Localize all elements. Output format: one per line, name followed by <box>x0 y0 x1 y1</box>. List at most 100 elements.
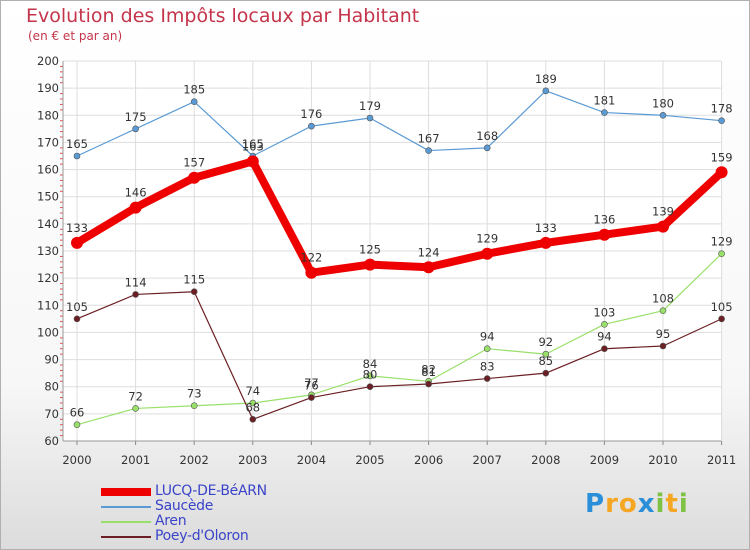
data-label: 103 <box>593 305 615 319</box>
x-tick-label: 2000 <box>62 453 91 467</box>
data-label: 176 <box>300 107 322 121</box>
data-label: 181 <box>593 94 615 108</box>
data-label: 122 <box>300 251 322 265</box>
data-point <box>601 320 608 328</box>
data-point <box>132 291 139 298</box>
data-point <box>364 258 376 271</box>
data-label: 167 <box>418 132 440 146</box>
data-point <box>718 250 725 258</box>
data-point <box>132 405 139 412</box>
series-line-1 <box>76 90 723 157</box>
logo-letter: P <box>585 489 606 519</box>
data-label: 108 <box>652 292 674 306</box>
data-label: 124 <box>418 245 440 259</box>
legend-label: LUCQ-DE-BéARN <box>155 483 267 499</box>
data-point <box>425 147 432 154</box>
data-point <box>366 372 374 380</box>
data-point <box>542 87 550 95</box>
data-label: 129 <box>476 232 498 246</box>
y-tick-label: 130 <box>37 244 59 258</box>
y-tick-label: 140 <box>37 217 59 231</box>
data-label: 68 <box>245 400 260 414</box>
data-point <box>481 247 494 260</box>
data-label: 189 <box>535 72 557 86</box>
y-tick-label: 80 <box>44 380 59 394</box>
legend-label: Aren <box>155 513 187 529</box>
x-tick-label: 2010 <box>648 453 677 467</box>
data-point <box>73 152 81 160</box>
data-point <box>249 415 257 423</box>
data-point <box>246 155 259 168</box>
data-label: 80 <box>363 368 378 382</box>
data-label: 84 <box>363 357 378 371</box>
data-label: 165 <box>66 137 88 151</box>
x-tick-label: 2008 <box>531 453 560 467</box>
logo-letter: i <box>678 489 689 519</box>
legend-label: Saucède <box>155 498 214 514</box>
y-tick-label: 180 <box>37 108 59 122</box>
proxiti-logo: Proxiti <box>585 489 689 519</box>
legend-label: Poey-d'Oloron <box>155 528 249 544</box>
y-tick-label: 110 <box>37 298 59 312</box>
data-label: 178 <box>711 102 733 116</box>
y-tick-label: 150 <box>37 190 59 204</box>
data-label: 85 <box>538 354 553 368</box>
data-label: 185 <box>183 83 205 97</box>
data-label: 165 <box>242 137 264 151</box>
data-point <box>539 236 552 249</box>
data-point <box>308 394 315 401</box>
y-tick-label: 200 <box>37 54 59 68</box>
legend-swatch <box>101 536 151 538</box>
x-tick-label: 2007 <box>473 453 502 467</box>
logo-letter: i <box>655 489 666 519</box>
data-label: 163 <box>242 139 264 153</box>
data-label: 92 <box>538 335 553 349</box>
data-label: 179 <box>359 99 381 113</box>
data-label: 95 <box>656 327 671 341</box>
data-point <box>425 380 432 388</box>
data-label: 180 <box>652 96 674 110</box>
series-line-2 <box>76 253 723 426</box>
data-point <box>190 402 198 410</box>
data-label: 77 <box>304 376 319 390</box>
data-point <box>366 114 374 122</box>
logo-letter: t <box>665 489 679 519</box>
x-tick-label: 2004 <box>297 453 326 467</box>
x-tick-label: 2001 <box>121 453 150 467</box>
data-label: 66 <box>70 406 85 420</box>
logo-letter: r <box>605 489 619 519</box>
data-point <box>71 236 83 249</box>
data-point <box>542 369 550 377</box>
data-label: 136 <box>593 213 615 227</box>
logo-letter: x <box>637 489 656 519</box>
series-line-0 <box>73 157 726 277</box>
data-point <box>249 399 257 407</box>
data-point <box>601 109 608 116</box>
data-point <box>305 266 318 279</box>
data-point <box>188 171 201 184</box>
data-label: 94 <box>597 330 612 344</box>
x-tick-label: 2003 <box>238 453 267 467</box>
data-label: 125 <box>359 243 381 257</box>
y-tick-label: 100 <box>37 325 59 339</box>
y-tick-label: 160 <box>37 163 59 177</box>
data-label: 133 <box>535 221 557 235</box>
y-tick-label: 120 <box>37 271 59 285</box>
data-point <box>657 220 669 233</box>
y-tick-label: 60 <box>44 434 59 448</box>
legend-swatch <box>101 521 151 523</box>
data-label: 72 <box>128 389 143 403</box>
y-tick-label: 90 <box>44 353 59 367</box>
x-tick-label: 2006 <box>414 453 443 467</box>
data-label: 146 <box>125 186 147 200</box>
x-tick-label: 2005 <box>355 453 384 467</box>
data-label: 157 <box>183 156 205 170</box>
data-label: 115 <box>183 273 205 287</box>
x-tick-label: 2009 <box>590 453 619 467</box>
data-point <box>718 315 725 323</box>
chart-title: Evolution des Impôts locaux par Habitant <box>26 5 420 27</box>
data-point <box>598 228 611 241</box>
data-label: 129 <box>711 235 733 249</box>
legend-swatch <box>101 488 151 496</box>
